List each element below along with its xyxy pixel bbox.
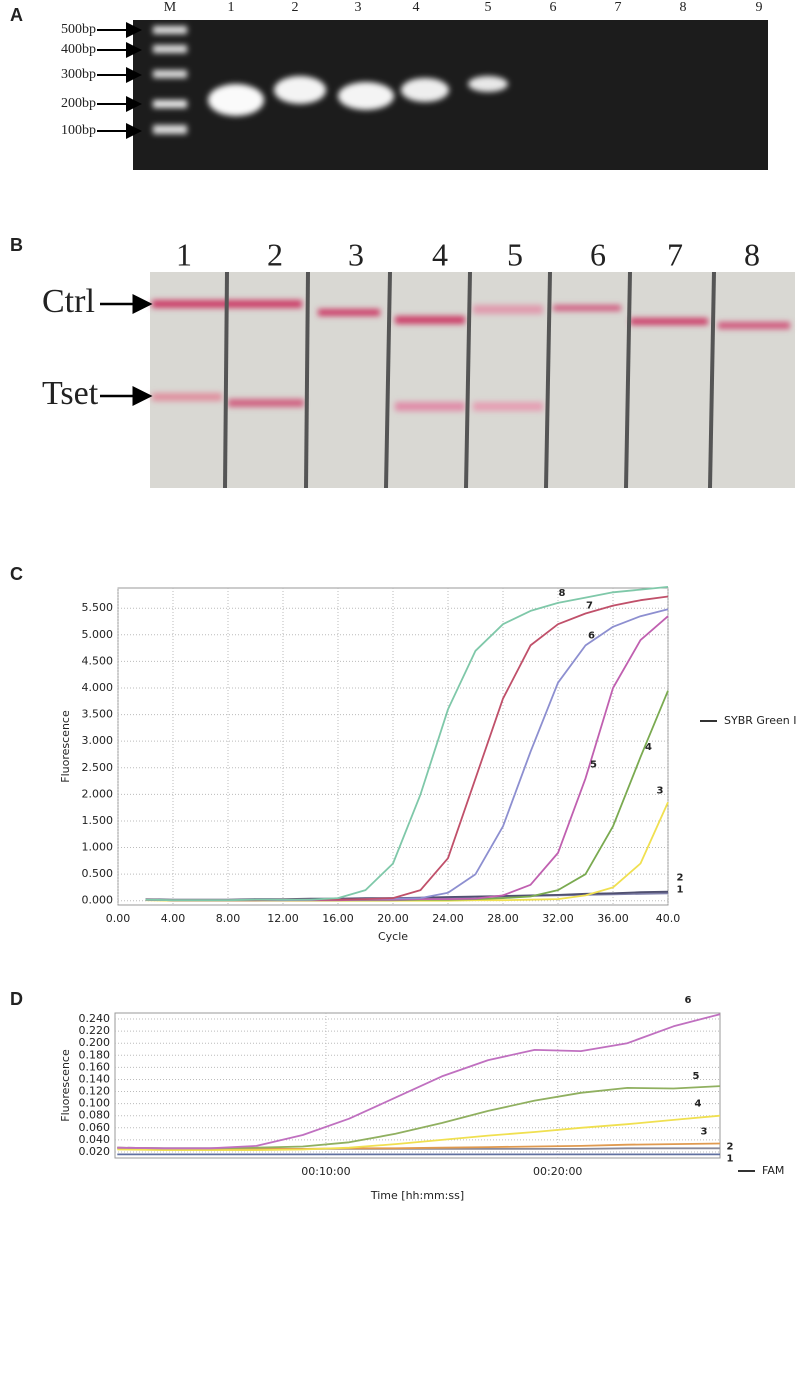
x-axis-label: Time [hh:mm:ss]	[370, 1189, 464, 1202]
legend-label: FAM	[762, 1164, 784, 1177]
lane-label: 2	[267, 236, 283, 272]
y-tick-label: 2.000	[82, 787, 114, 800]
lane-label: 7	[667, 236, 683, 272]
y-tick-label: 0.060	[79, 1121, 111, 1134]
y-tick-label: 0.100	[79, 1097, 111, 1110]
x-tick-label: 40.0	[656, 912, 681, 925]
y-tick-label: 2.500	[82, 761, 114, 774]
series-label: 7	[586, 601, 593, 612]
y-tick-label: 0.200	[79, 1036, 111, 1049]
lane-label: 8	[744, 236, 760, 272]
lane-label: 9	[756, 0, 763, 15]
y-tick-label: 1.000	[82, 841, 114, 854]
gel-bands	[153, 26, 508, 134]
y-tick-label: 0.080	[79, 1109, 111, 1122]
series-label: 2	[677, 873, 684, 884]
lane-label: 3	[348, 236, 364, 272]
lane-label: 4	[432, 236, 448, 272]
series-label: 3	[657, 785, 664, 796]
lane-label: 6	[590, 236, 606, 272]
lane-label: 7	[615, 0, 622, 15]
legend-label: SYBR Green I	[724, 714, 796, 727]
y-tick-label: 1.500	[82, 814, 114, 827]
x-tick-label: 36.00	[597, 912, 629, 925]
series-label: 5	[590, 759, 597, 770]
row-label: Ctrl	[42, 283, 95, 320]
x-tick-label: 16.00	[322, 912, 354, 925]
y-tick-label: 5.500	[82, 601, 114, 614]
x-tick-label: 32.00	[542, 912, 574, 925]
y-tick-label: 0.000	[82, 894, 114, 907]
series-label: 2	[727, 1141, 734, 1152]
series-label: 3	[701, 1127, 708, 1138]
x-tick-label: 8.00	[216, 912, 241, 925]
y-tick-label: 0.220	[79, 1024, 111, 1037]
marker-label: 100bp	[61, 123, 96, 138]
lane-label: 2	[292, 0, 299, 15]
y-tick-label: 0.240	[79, 1012, 111, 1025]
lane-label: 4	[413, 0, 420, 15]
lane-label: 6	[550, 0, 557, 15]
series-label: 6	[685, 995, 692, 1006]
x-tick-label: 28.00	[487, 912, 519, 925]
y-tick-label: 0.500	[82, 867, 114, 880]
series-line	[117, 1114, 721, 1151]
x-tick-label: 00:10:00	[301, 1165, 350, 1178]
series-label: 4	[695, 1099, 702, 1110]
y-tick-label: 5.000	[82, 628, 114, 641]
y-axis-label: Fluorescence	[59, 1049, 72, 1122]
x-tick-label: 0.00	[106, 912, 131, 925]
y-tick-label: 0.040	[79, 1133, 111, 1146]
y-tick-label: 0.120	[79, 1085, 111, 1098]
x-tick-label: 4.00	[161, 912, 186, 925]
plot-area	[117, 587, 669, 906]
y-tick-label: 0.180	[79, 1048, 111, 1061]
plot-area	[114, 1012, 721, 1159]
y-tick-label: 4.500	[82, 654, 114, 667]
series-label: 6	[588, 630, 595, 641]
lane-label: M	[164, 0, 177, 15]
lane-label: 5	[507, 236, 523, 272]
row-label: Tset	[42, 375, 99, 412]
y-tick-label: 3.000	[82, 734, 114, 747]
panel-label: A	[10, 5, 23, 25]
series-label: 8	[559, 588, 566, 599]
x-tick-label: 00:20:00	[533, 1165, 582, 1178]
y-tick-label: 0.020	[79, 1145, 111, 1158]
y-axis-label: Fluorescence	[59, 710, 72, 783]
marker-label: 500bp	[61, 22, 96, 37]
panel-label: C	[10, 564, 23, 584]
series-label: 4	[645, 742, 652, 753]
panel-label: B	[10, 235, 23, 255]
x-tick-label: 20.00	[377, 912, 409, 925]
marker-label: 400bp	[61, 42, 96, 57]
y-tick-label: 4.000	[82, 681, 114, 694]
series-line	[117, 1013, 721, 1150]
y-tick-label: 0.140	[79, 1072, 111, 1085]
x-axis-label: Cycle	[378, 930, 408, 943]
y-tick-label: 3.500	[82, 708, 114, 721]
x-tick-label: 12.00	[267, 912, 299, 925]
y-tick-label: 0.160	[79, 1060, 111, 1073]
lane-label: 3	[355, 0, 362, 15]
lane-label: 8	[680, 0, 687, 15]
lane-label: 1	[228, 0, 235, 15]
marker-label: 200bp	[61, 96, 96, 111]
series-label: 1	[727, 1153, 734, 1164]
lane-label: 1	[176, 236, 192, 272]
marker-label: 300bp	[61, 67, 96, 82]
strip-edges	[223, 271, 716, 489]
lane-label: 5	[485, 0, 492, 15]
panel-label: D	[10, 989, 23, 1009]
x-tick-label: 24.00	[432, 912, 464, 925]
series-label: 1	[677, 884, 684, 895]
series-line	[145, 586, 669, 902]
series-label: 5	[693, 1071, 700, 1082]
